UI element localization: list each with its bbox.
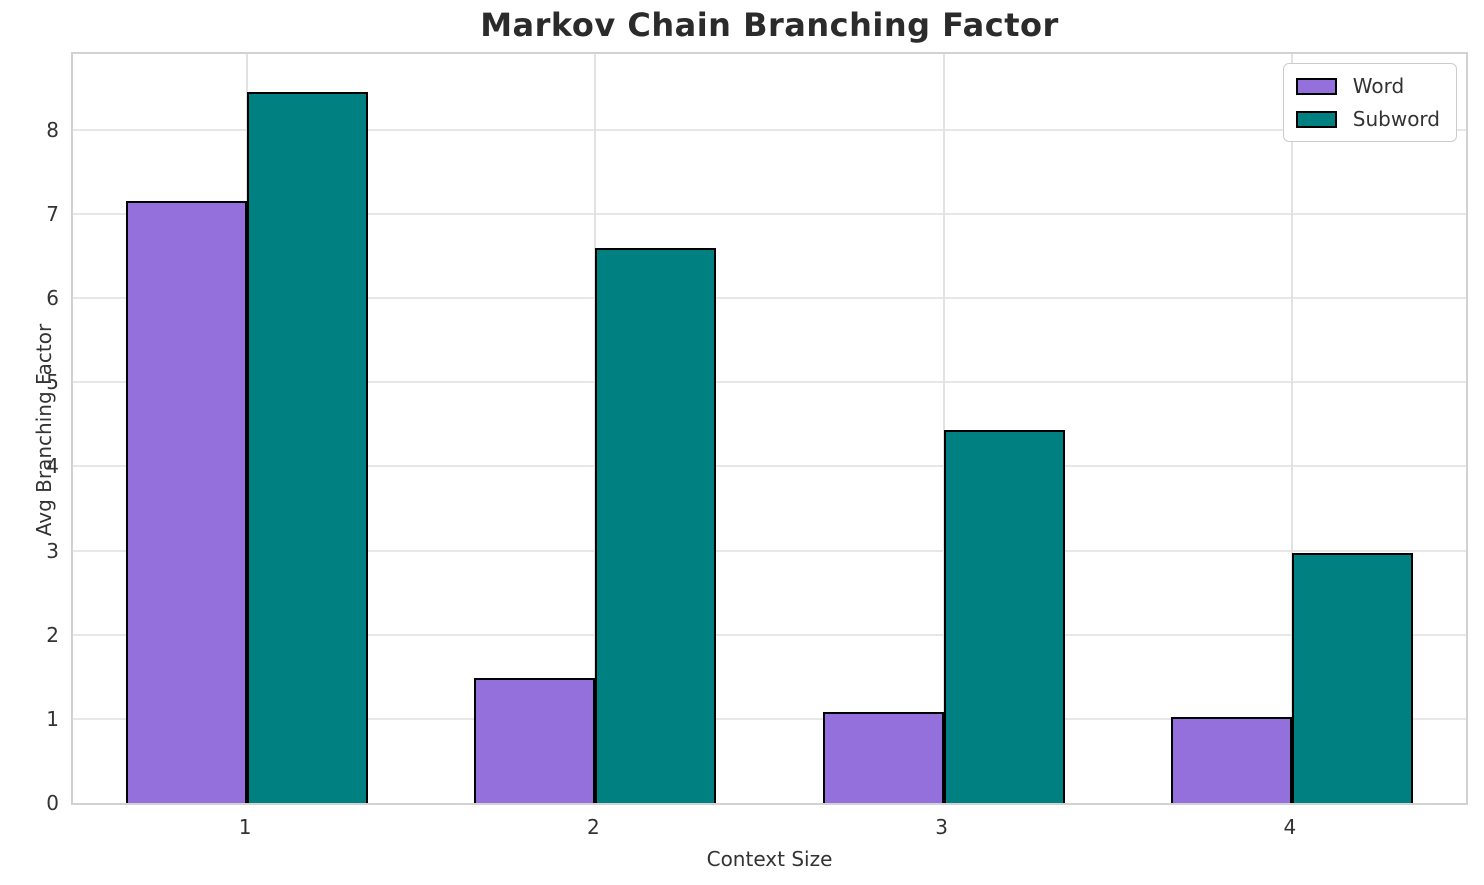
y-tick-label-6: 6 [46,286,59,311]
bar-word-1 [126,201,248,803]
y-tick-label-5: 5 [46,370,59,395]
y-tick-label-7: 7 [46,201,59,226]
gridline-y-3 [73,549,1466,552]
gridline-y-2 [73,633,1466,636]
gridline-y-1 [73,717,1466,720]
x-tick-label-3: 3 [935,815,948,839]
gridline-x-3 [942,54,945,803]
gridline-y-4 [73,465,1466,468]
x-tick-label-2: 2 [587,815,600,839]
gridline-y-6 [73,297,1466,300]
bar-subword-3 [943,430,1065,803]
chart-title: Markov Chain Branching Factor [480,6,1059,44]
bar-subword-1 [247,91,369,803]
gridline-y-7 [73,212,1466,215]
bar-subword-2 [595,247,717,803]
bar-subword-4 [1291,553,1413,803]
gridline-y-8 [73,128,1466,131]
subword-color-swatch [1295,110,1337,128]
bar-word-4 [1170,717,1292,803]
y-tick-label-2: 2 [46,622,59,647]
y-tick-label-8: 8 [46,117,59,142]
x-tick-label-4: 4 [1283,815,1297,839]
y-tick-label-4: 4 [46,454,59,479]
y-tick-label-1: 1 [46,706,59,731]
x-tick-label-1: 1 [238,815,252,839]
y-axis-label: Avg Branching Factor [32,323,56,537]
legend-label-subword: Subword [1352,107,1440,131]
gridline-x-4 [1290,54,1293,803]
y-tick-label-0: 0 [46,791,59,815]
gridline-y-5 [73,381,1466,384]
legend: Word Subword [1282,63,1457,142]
legend-label-word: Word [1352,74,1405,98]
legend-item-subword: Subword [1295,107,1440,131]
plot-area: Word Subword [71,52,1468,805]
x-axis-label: Context Size [706,847,833,871]
bar-word-3 [822,712,944,803]
bar-word-2 [474,678,596,803]
word-color-swatch [1295,77,1337,95]
legend-item-word: Word [1295,74,1440,98]
y-tick-label-3: 3 [46,538,59,563]
